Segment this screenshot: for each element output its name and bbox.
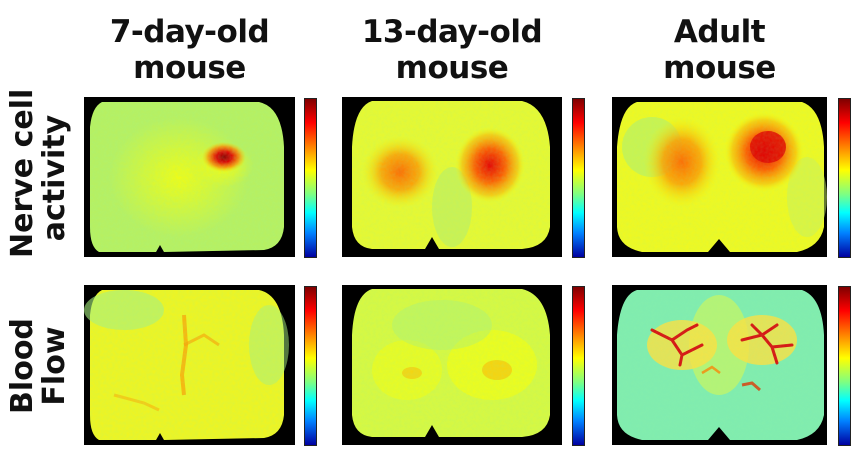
column-title-line2: mouse — [133, 50, 246, 86]
row-label-line1: Nerve cell — [5, 88, 40, 258]
column-title-line2: mouse — [395, 50, 509, 86]
row-label-line2: activity — [37, 114, 72, 242]
row-label-nerve-activity: Nerve cell activity — [5, 88, 73, 258]
column-title-line1: 7-day-old — [109, 14, 270, 50]
column-title-line1: Adult — [673, 14, 766, 50]
heatmap-nerve-7-day — [84, 97, 295, 257]
colorbar-bloodflow-7-day — [304, 286, 317, 446]
heatmap-bloodflow-7-day — [84, 285, 295, 445]
row-label-line1: Blood — [5, 318, 40, 414]
heatmap-bloodflow-13-day — [342, 285, 562, 445]
heatmap-nerve-13-day — [342, 97, 562, 257]
heatmap-nerve-adult — [612, 97, 827, 257]
column-title-13-day: 13-day-old mouse — [342, 14, 562, 86]
row-label-line2: Flow — [37, 326, 72, 406]
column-title-7-day: 7-day-old mouse — [84, 14, 295, 86]
row-label-blood-flow: Blood Flow — [5, 286, 73, 446]
colorbar-nerve-13-day — [572, 98, 585, 258]
colorbar-bloodflow-adult — [838, 286, 851, 446]
colorbar-nerve-adult — [838, 98, 851, 258]
colorbar-bloodflow-13-day — [572, 286, 585, 446]
colorbar-nerve-7-day — [304, 98, 317, 258]
heatmap-bloodflow-adult — [612, 285, 827, 445]
column-title-adult: Adult mouse — [612, 14, 827, 86]
column-title-line2: mouse — [663, 50, 776, 86]
column-title-line1: 13-day-old — [361, 14, 543, 50]
